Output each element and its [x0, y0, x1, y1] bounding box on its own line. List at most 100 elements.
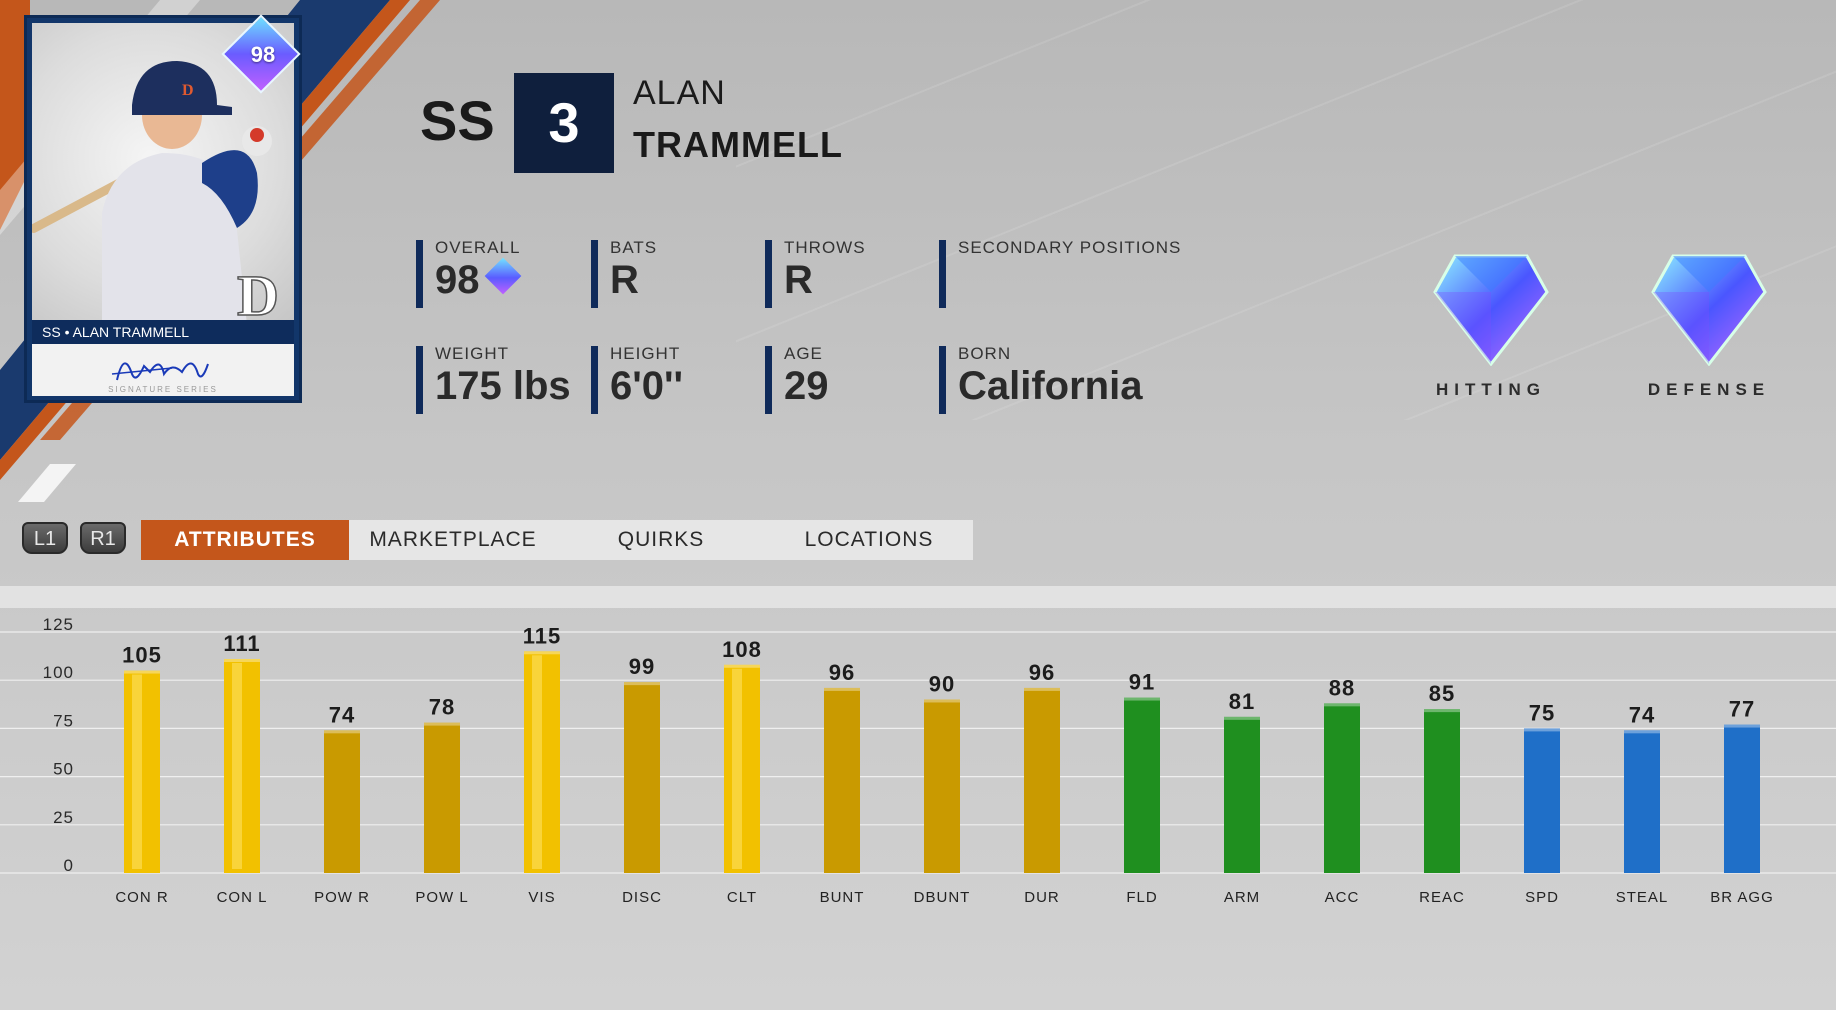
bar-cap — [724, 664, 760, 668]
category-label: CON R — [115, 889, 168, 906]
bar-dbunt — [924, 699, 960, 873]
age-value: 29 — [784, 364, 829, 408]
bar-reac — [1424, 709, 1460, 873]
jersey-number: 3 — [514, 73, 614, 173]
overall-value: 98 — [435, 258, 480, 302]
bar-cap — [224, 658, 260, 662]
defense-rating[interactable]: DEFENSE — [1634, 246, 1784, 400]
defense-label: DEFENSE — [1647, 380, 1771, 399]
bar-highlight — [732, 668, 742, 869]
weight-label: WEIGHT — [435, 344, 509, 363]
bar-cap — [1424, 709, 1460, 713]
hitting-label: HITTING — [1436, 380, 1546, 399]
category-label: DUR — [1024, 889, 1060, 906]
throws-label: THROWS — [784, 238, 866, 257]
tab-bar: ATTRIBUTES MARKETPLACE QUIRKS LOCATIONS — [141, 520, 973, 560]
bar-steal — [1624, 730, 1660, 873]
bar-highlight — [232, 662, 242, 869]
bar-value-label: 74 — [1629, 702, 1655, 727]
y-tick-label: 75 — [53, 711, 74, 730]
bats-value: R — [610, 258, 639, 302]
height-block: HEIGHT 6'0'' — [591, 344, 684, 414]
bar-value-label: 91 — [1129, 670, 1155, 695]
bar-value-label: 96 — [1029, 660, 1055, 685]
age-block: AGE 29 — [765, 344, 829, 414]
bar-value-label: 81 — [1229, 689, 1255, 714]
tab-marketplace[interactable]: MARKETPLACE — [369, 528, 537, 551]
bar-cap — [524, 651, 560, 655]
tab-quirks[interactable]: QUIRKS — [617, 528, 705, 551]
category-label: VIS — [528, 889, 555, 906]
card-overall: 98 — [250, 42, 276, 67]
r1-button[interactable]: R1 — [80, 522, 126, 554]
player-last-name: TRAMMELL — [633, 124, 843, 165]
born-block: BORN California — [939, 344, 1143, 414]
bar-fld — [1124, 697, 1160, 873]
bar-disc — [624, 682, 660, 873]
tab-attributes[interactable]: ATTRIBUTES — [141, 520, 349, 560]
card-signature-area: SIGNATURE SERIES — [32, 344, 294, 396]
throws-value: R — [784, 258, 813, 302]
bar-cap — [1724, 724, 1760, 728]
category-label: CON L — [217, 889, 268, 906]
born-label: BORN — [958, 344, 1012, 363]
bar-cap — [824, 687, 860, 691]
bar-pow-l — [424, 722, 460, 873]
hitting-diamond-icon — [1433, 254, 1549, 366]
bats-block: BATS R — [591, 238, 657, 308]
category-label: BR AGG — [1710, 889, 1774, 906]
secondary-positions-label: SECONDARY POSITIONS — [958, 238, 1182, 257]
category-label: DISC — [622, 889, 662, 906]
signature-caption: SIGNATURE SERIES — [108, 385, 218, 394]
bar-cap — [1224, 716, 1260, 720]
bar-value-label: 88 — [1329, 675, 1355, 700]
hitting-rating[interactable]: HITTING — [1416, 246, 1566, 400]
player-position: SS — [420, 89, 495, 152]
category-label: POW R — [314, 889, 370, 906]
tab-locations[interactable]: LOCATIONS — [804, 528, 934, 551]
y-tick-label: 25 — [53, 808, 74, 827]
defense-diamond-icon — [1651, 254, 1767, 366]
category-label: SPD — [1525, 889, 1559, 906]
player-card[interactable]: D D 98 SS • ALAN TRAMMELL SIGNATURE SERI… — [24, 14, 302, 403]
svg-text:D: D — [182, 82, 194, 99]
bar-value-label: 99 — [629, 654, 655, 679]
bar-cap — [1024, 687, 1060, 691]
svg-text:D: D — [237, 263, 279, 325]
height-value: 6'0'' — [610, 364, 684, 408]
tab-decor — [18, 464, 76, 502]
bar-value-label: 85 — [1429, 681, 1455, 706]
category-label: REAC — [1419, 889, 1465, 906]
bar-bunt — [824, 687, 860, 873]
bar-spd — [1524, 728, 1560, 873]
born-value: California — [958, 364, 1143, 408]
weight-value: 175 lbs — [435, 364, 571, 408]
weight-block: WEIGHT 175 lbs — [416, 344, 571, 414]
y-tick-label: 125 — [43, 615, 74, 634]
bar-cap — [1324, 703, 1360, 707]
category-label: ARM — [1224, 889, 1260, 906]
diamond-icon — [484, 257, 521, 295]
category-label: BUNT — [820, 889, 865, 906]
bar-value-label: 78 — [429, 695, 455, 720]
overall-block: OVERALL 98 — [416, 238, 521, 308]
bar-value-label: 111 — [223, 631, 260, 656]
bar-acc — [1324, 703, 1360, 873]
bar-value-label: 105 — [122, 643, 162, 668]
bar-cap — [624, 682, 660, 686]
player-first-name: ALAN — [633, 74, 726, 112]
bar-cap — [1624, 730, 1660, 734]
signature-image — [111, 362, 209, 381]
bar-cap — [424, 722, 460, 726]
l1-button[interactable]: L1 — [22, 522, 68, 554]
category-label: ACC — [1325, 889, 1360, 906]
bar-cap — [1124, 697, 1160, 701]
category-label: POW L — [415, 889, 468, 906]
category-label: CLT — [727, 889, 757, 906]
bar-cap — [1524, 728, 1560, 732]
bar-highlight — [532, 655, 542, 869]
bar-highlight — [132, 674, 142, 869]
bar-value-label: 74 — [329, 702, 355, 727]
category-label: STEAL — [1616, 889, 1669, 906]
throws-block: THROWS R — [765, 238, 866, 308]
